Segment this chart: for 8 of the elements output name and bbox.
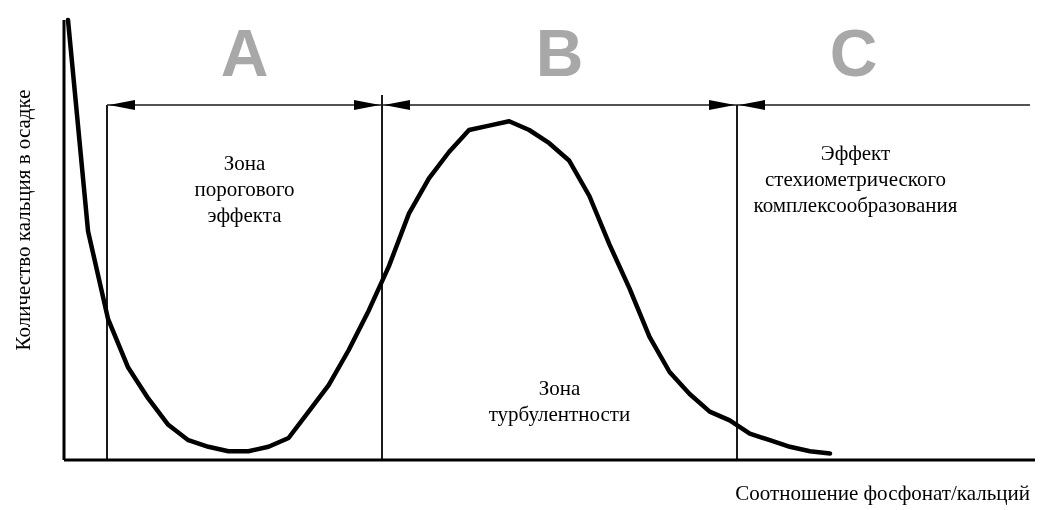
x-axis-title: Соотношение фосфонат/кальций bbox=[735, 481, 1030, 505]
y-axis-title: Количество кальция в осадке bbox=[11, 89, 35, 351]
annotation: A bbox=[220, 16, 269, 90]
annotation: Зона турбулентности bbox=[488, 376, 631, 426]
annotation: Зона порогового эффекта bbox=[194, 151, 295, 227]
annotation: Эффект стехиометрического комплексообразования bbox=[753, 141, 958, 217]
annotation: C bbox=[829, 16, 878, 90]
annotation: B bbox=[535, 16, 584, 90]
